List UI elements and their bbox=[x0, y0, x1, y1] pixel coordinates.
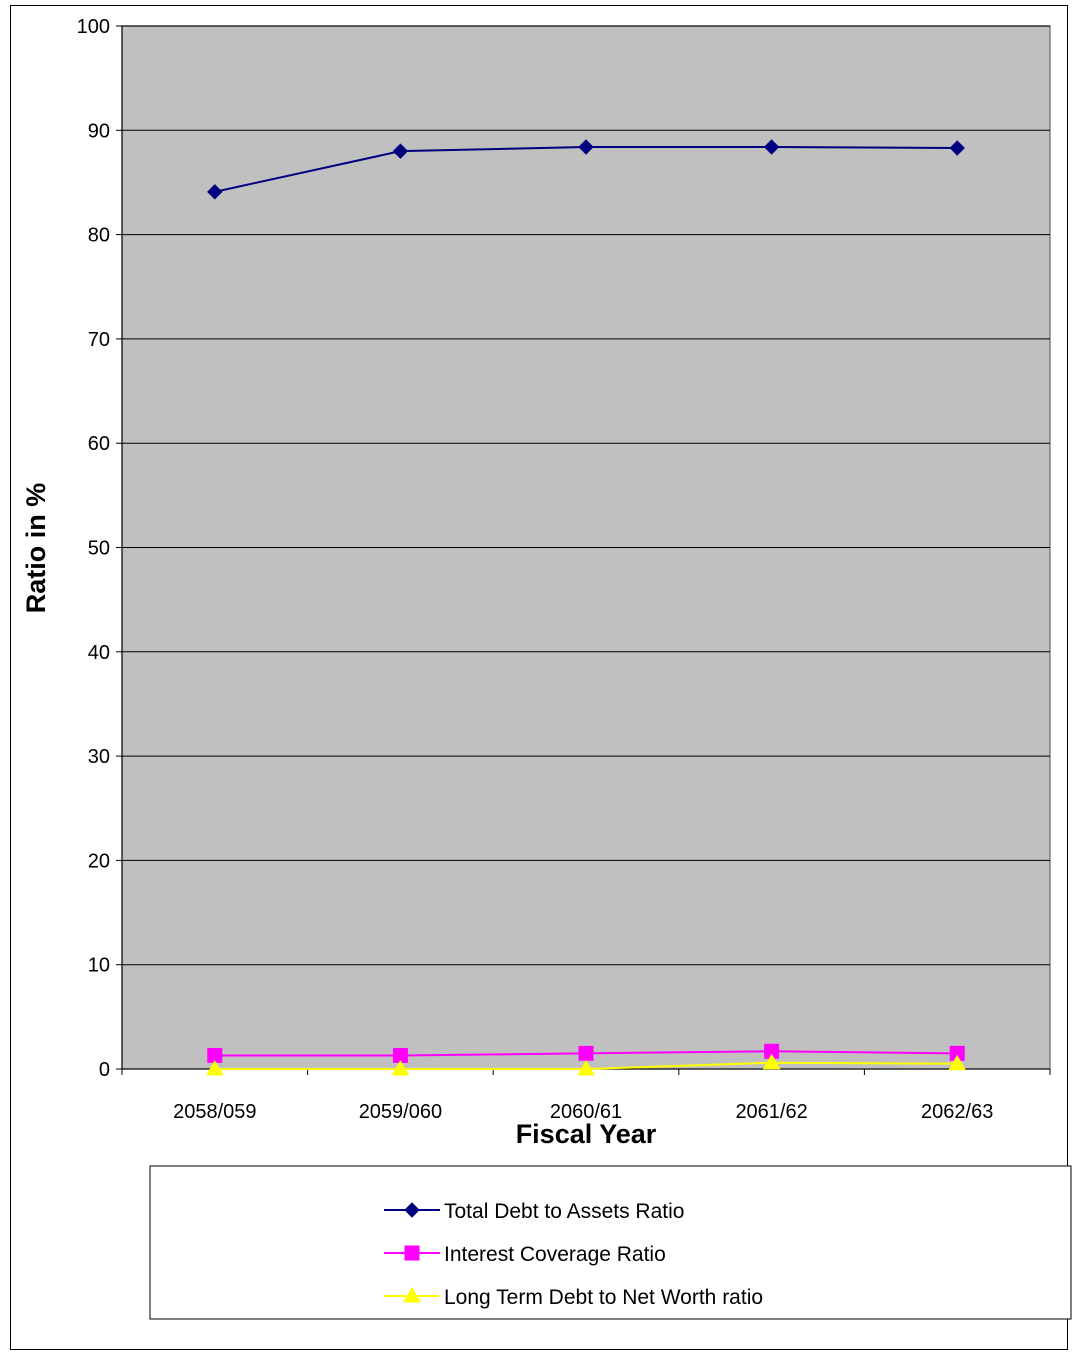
x-tick-label: 2059/060 bbox=[359, 1101, 442, 1123]
legend-item: Total Debt to Assets Ratio bbox=[384, 1200, 684, 1223]
data-point bbox=[205, 1059, 224, 1076]
y-axis-title: Ratio in % bbox=[21, 483, 51, 614]
legend: Total Debt to Assets Ratio Interest Cover… bbox=[384, 1200, 763, 1309]
x-tick-labels: 2058/059 2059/060 2060/61 2061/62 2062/63 bbox=[173, 1101, 993, 1123]
data-point bbox=[577, 1059, 595, 1076]
y-tick-label: 80 bbox=[88, 225, 110, 247]
x-tick-label: 2061/62 bbox=[735, 1101, 807, 1123]
grid-lines bbox=[122, 25, 1050, 966]
y-tick-label: 30 bbox=[88, 746, 110, 768]
x-tick-label: 2058/059 bbox=[173, 1101, 256, 1123]
data-point bbox=[578, 1045, 594, 1061]
data-point bbox=[578, 139, 594, 155]
legend-label: Long Term Debt to Net Worth ratio bbox=[444, 1286, 763, 1309]
legend-item: Long Term Debt to Net Worth ratio bbox=[384, 1286, 763, 1309]
x-tick-label: 2062/63 bbox=[921, 1101, 993, 1123]
data-point bbox=[392, 143, 409, 159]
legend-marker bbox=[403, 1286, 421, 1303]
legend-marker bbox=[404, 1245, 420, 1261]
y-tick-label: 70 bbox=[88, 329, 110, 351]
y-tick-label: 20 bbox=[88, 850, 110, 872]
legend-marker bbox=[404, 1202, 420, 1218]
y-tick-labels: 0 10 20 30 40 50 60 70 80 90 100 bbox=[77, 16, 110, 1081]
y-tick-label: 100 bbox=[77, 16, 110, 38]
y-tick-label: 10 bbox=[88, 955, 110, 977]
data-point bbox=[391, 1059, 410, 1076]
y-tick-label: 60 bbox=[88, 433, 110, 455]
data-point bbox=[948, 1054, 967, 1071]
legend-label: Total Debt to Assets Ratio bbox=[444, 1200, 684, 1223]
x-axis-title: Fiscal Year bbox=[516, 1119, 657, 1149]
series-3 bbox=[205, 1053, 967, 1076]
y-tick-label: 90 bbox=[88, 120, 110, 142]
y-tick-label: 50 bbox=[88, 538, 110, 560]
legend-label: Interest Coverage Ratio bbox=[444, 1243, 666, 1266]
data-point bbox=[949, 140, 965, 156]
data-point bbox=[207, 184, 223, 200]
series-group bbox=[205, 139, 967, 1076]
y-tick-label: 0 bbox=[99, 1059, 110, 1081]
series-1 bbox=[207, 139, 965, 200]
data-point bbox=[763, 139, 780, 155]
legend-item: Interest Coverage Ratio bbox=[384, 1243, 666, 1266]
legend-box bbox=[149, 1165, 1072, 1320]
x-tick-label: 2060/61 bbox=[550, 1101, 622, 1123]
data-point bbox=[762, 1053, 781, 1070]
y-tick-label: 40 bbox=[88, 642, 110, 664]
